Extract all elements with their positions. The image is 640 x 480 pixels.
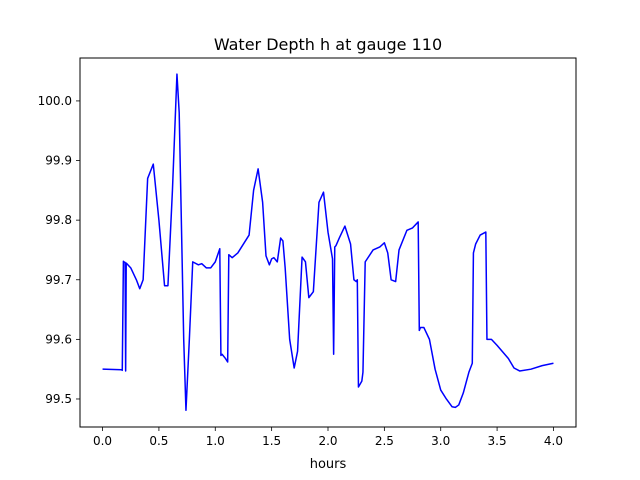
y-tick-label: 99.8 xyxy=(45,213,72,227)
x-tick-label: 2.0 xyxy=(318,434,337,448)
series-line-0 xyxy=(102,73,554,412)
x-tick-label: 0.0 xyxy=(93,434,112,448)
x-tick-label: 3.0 xyxy=(431,434,450,448)
x-tick-label: 0.5 xyxy=(149,434,168,448)
y-tick-label: 99.5 xyxy=(45,392,72,406)
y-tick-label: 99.7 xyxy=(45,273,72,287)
x-tick-label: 2.5 xyxy=(375,434,394,448)
series-layer xyxy=(102,73,554,412)
y-tick-label: 100.0 xyxy=(38,94,72,108)
y-axis: 99.5 99.6 99.7 99.8 99.9 100.0 xyxy=(38,94,80,406)
x-tick-label: 1.0 xyxy=(206,434,225,448)
x-tick-label: 4.0 xyxy=(544,434,563,448)
x-tick-label: 3.5 xyxy=(488,434,507,448)
x-axis-label: hours xyxy=(310,457,347,472)
y-tick-label: 99.9 xyxy=(45,154,72,168)
chart-title: Water Depth h at gauge 110 xyxy=(214,35,442,54)
y-tick-label: 99.6 xyxy=(45,332,72,346)
x-axis: 0.0 0.5 1.0 1.5 2.0 2.5 3.0 3.5 4.0 xyxy=(93,427,563,448)
x-tick-label: 1.5 xyxy=(262,434,281,448)
